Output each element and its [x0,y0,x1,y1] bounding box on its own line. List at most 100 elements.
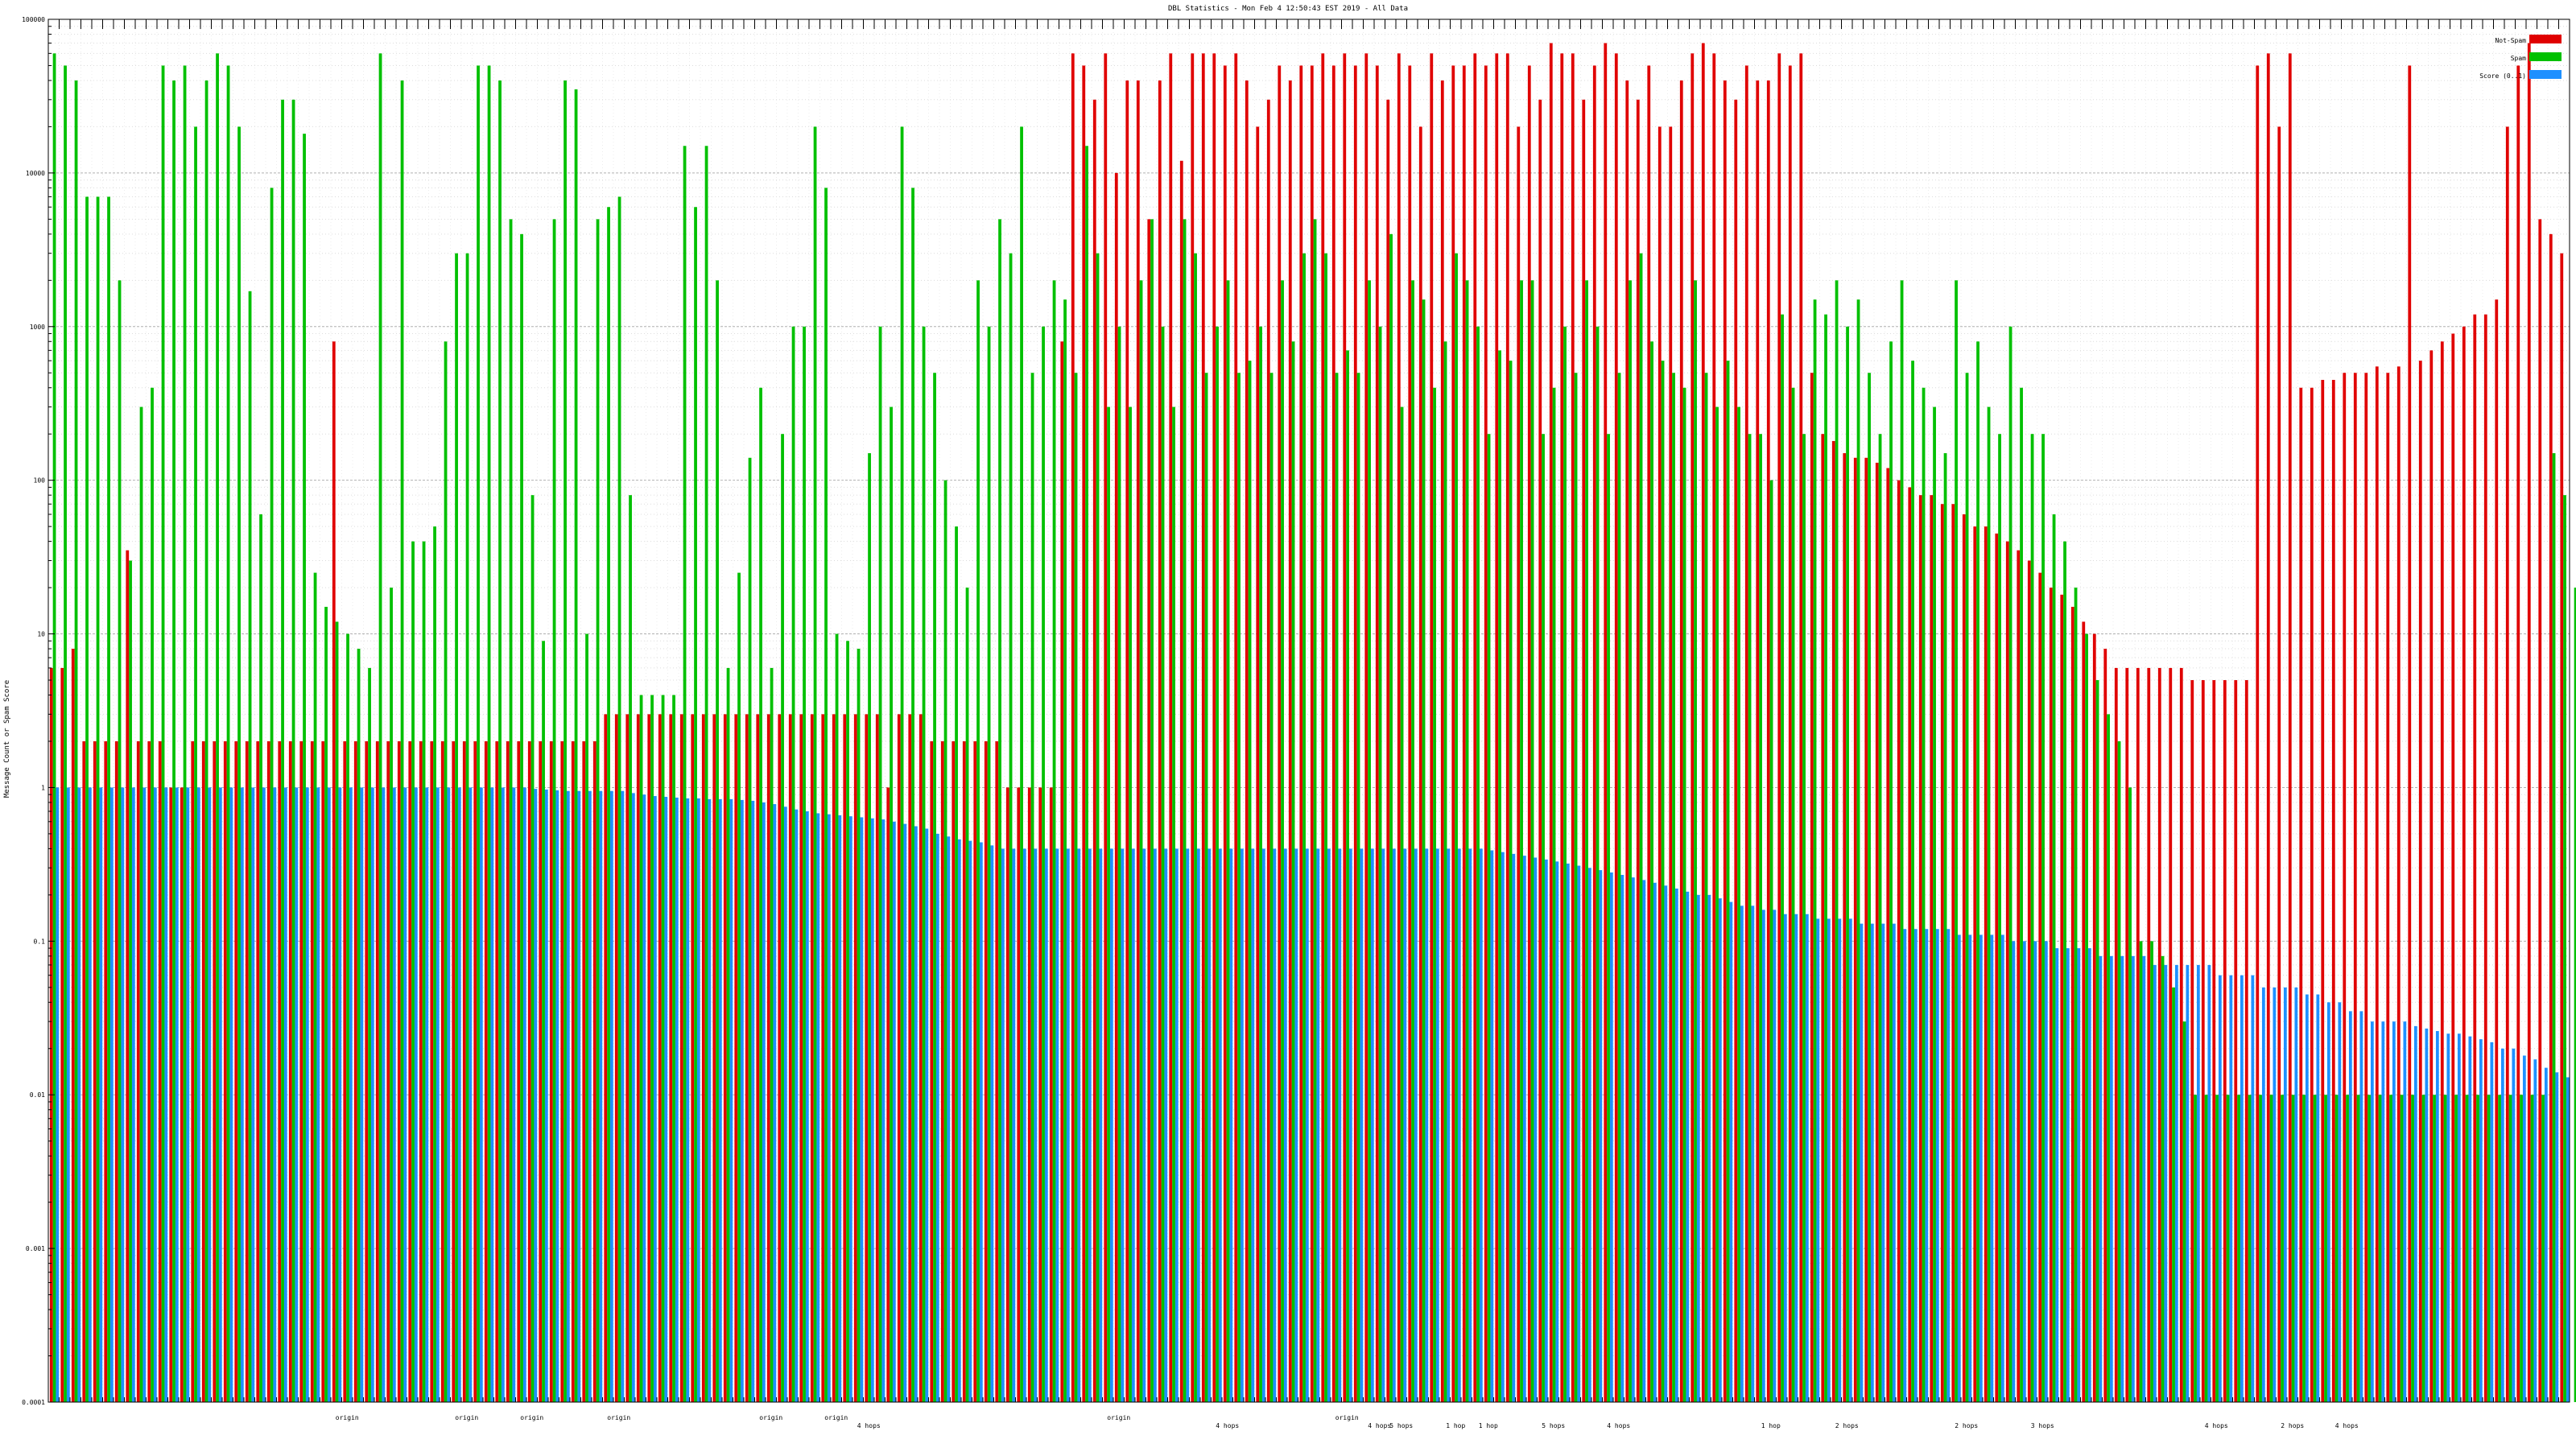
bar-spam-125 [1411,280,1414,1402]
bar-score-0-1-136 [1534,857,1538,1402]
bar-spam-155 [1737,406,1740,1403]
bar-score-0-1-42 [512,787,516,1402]
bar-score-0-1-101 [1153,848,1157,1402]
bar-not-spam-216 [2396,366,2401,1403]
bar-score-0-1-128 [1447,848,1451,1402]
bar-not-spam-125 [1408,65,1412,1403]
bar-score-0-1-46 [555,790,559,1402]
bar-not-spam-77 [886,787,890,1402]
bar-score-0-1-33 [414,787,418,1402]
bar-not-spam-196 [2179,667,2183,1402]
bar-not-spam-22 [288,740,292,1402]
bar-spam-7 [129,560,132,1402]
bar-spam-184 [2052,514,2056,1402]
bar-not-spam-169 [1886,468,1890,1402]
bar-not-spam-65 [756,714,760,1402]
bar-score-0-1-196 [2186,964,2190,1402]
bar-score-0-1-14 [208,787,212,1402]
y-tick-label: 1000 [30,324,45,331]
bar-spam-101 [1150,219,1154,1403]
bar-score-0-1-157 [1761,910,1765,1402]
bar-score-0-1-30 [382,787,386,1402]
bar-spam-231 [2563,495,2566,1403]
bar-score-0-1-115 [1305,848,1309,1402]
bar-score-0-1-6 [121,787,125,1402]
bar-spam-27 [346,633,349,1402]
bar-spam-160 [1791,387,1795,1402]
bar-not-spam-6 [114,740,118,1402]
bar-score-0-1-143 [1609,872,1613,1402]
bar-score-0-1-116 [1316,848,1320,1402]
bar-not-spam-27 [343,740,347,1402]
bar-spam-111 [1259,326,1262,1402]
bar-score-0-1-206 [2294,987,2298,1402]
bar-spam-9 [151,387,154,1402]
bar-score-0-1-39 [479,787,483,1402]
bar-spam-10 [161,65,165,1403]
bar-score-0-1-207 [2305,994,2309,1402]
bar-not-spam-68 [788,714,792,1402]
x-category-label: origin [1335,1414,1359,1421]
bar-score-0-1-54 [642,794,646,1402]
bar-score-0-1-90 [1034,848,1038,1402]
bar-score-0-1-103 [1174,848,1179,1402]
bar-spam-34 [422,541,426,1402]
bar-spam-84 [965,588,969,1402]
bar-score-0-1-0 [56,787,60,1402]
bar-score-0-1-96 [1099,848,1103,1402]
bar-not-spam-165 [1843,453,1847,1402]
bar-score-0-1-158 [1773,910,1777,1402]
bar-not-spam-46 [549,740,553,1402]
bar-not-spam-208 [2310,387,2314,1402]
bar-not-spam-209 [2321,379,2325,1403]
bar-not-spam-0 [49,667,53,1402]
bar-spam-188 [2095,680,2099,1402]
bar-score-0-1-225 [2500,1048,2504,1402]
bar-spam-222 [2465,1095,2469,1402]
bar-score-0-1-91 [1044,848,1048,1402]
bar-score-0-1-160 [1794,914,1798,1402]
bar-spam-48 [574,89,578,1402]
bar-score-0-1-77 [892,821,896,1402]
bar-score-0-1-78 [903,823,907,1402]
bar-score-0-1-145 [1631,877,1635,1402]
bar-not-spam-67 [778,714,782,1402]
bar-spam-145 [1629,280,1632,1402]
bar-not-spam-185 [2060,594,2064,1402]
bar-score-0-1-185 [2066,948,2070,1402]
bar-score-0-1-135 [1522,856,1526,1402]
bar-spam-55 [650,695,654,1402]
bar-not-spam-122 [1375,65,1379,1403]
x-category-label: 1 hop [1446,1422,1465,1429]
bar-score-0-1-37 [457,787,461,1402]
x-axis-labels: origin origin origin origin origin origin orig… [336,1414,2359,1429]
bar-spam-89 [1020,126,1023,1403]
bar-spam-50 [596,219,600,1403]
bar-not-spam-212 [2353,373,2357,1402]
bar-score-0-1-129 [1457,848,1461,1402]
bar-spam-106 [1204,373,1208,1402]
bar-not-spam-24 [310,740,314,1402]
bar-spam-13 [194,126,197,1403]
bar-score-0-1-197 [2196,964,2200,1402]
bar-not-spam-154 [1723,80,1727,1403]
bar-score-0-1-166 [1860,923,1864,1402]
bar-not-spam-31 [386,740,390,1402]
bar-spam-198 [2204,1095,2208,1402]
bar-spam-131 [1476,326,1480,1402]
bar-score-0-1-168 [1881,923,1885,1402]
bar-spam-73 [846,641,849,1402]
bar-not-spam-123 [1386,99,1390,1402]
bar-score-0-1-2 [77,787,81,1402]
bar-score-0-1-59 [696,798,700,1402]
bar-score-0-1-85 [979,842,983,1402]
bar-score-0-1-126 [1425,848,1429,1402]
x-category-label: 4 hops [2335,1422,2359,1429]
bar-spam-152 [1704,373,1708,1402]
bar-score-0-1-107 [1218,848,1222,1402]
bar-spam-183 [2041,434,2045,1403]
bar-not-spam-43 [517,740,521,1402]
bar-spam-42 [509,219,513,1403]
bar-score-0-1-174 [1946,929,1951,1402]
y-tick-label: 0.01 [30,1091,45,1099]
